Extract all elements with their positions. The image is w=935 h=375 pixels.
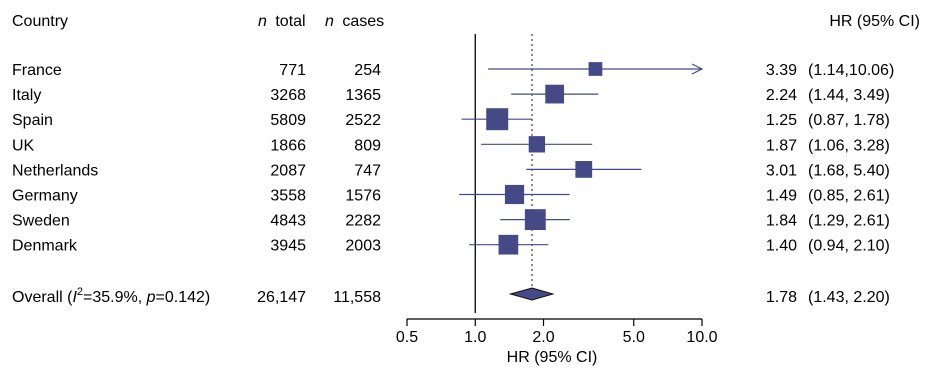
- x-axis-label: HR (95% CI): [507, 349, 598, 366]
- row-label-sweden: Sweden: [12, 213, 70, 230]
- row-hr-value: 1.25: [766, 112, 797, 129]
- header-country: Country: [12, 13, 68, 30]
- row-n-cases: 2522: [345, 112, 381, 129]
- overall-label-prefix: Overall (: [12, 289, 73, 306]
- row-n-cases: 809: [354, 137, 381, 154]
- column-headers: Country n total n cases HR (95% CI): [12, 13, 920, 30]
- row-labels: France 771 254 3.39 (1.14,10.06) Italy 3268 136…: [12, 62, 894, 255]
- overall-p-value: =0.142): [156, 289, 211, 306]
- row-ci-value: (0.85, 2.61): [808, 188, 890, 205]
- row-label-netherlands: Netherlands: [12, 162, 98, 179]
- point-estimate-marker: [504, 184, 525, 205]
- header-n-cases: n cases: [325, 13, 384, 30]
- row-n-cases: 2003: [345, 238, 381, 255]
- row-ci-value: (1.44, 3.49): [808, 87, 890, 104]
- point-estimate-marker: [545, 84, 565, 104]
- row-ci-value: (0.87, 1.78): [808, 112, 890, 129]
- row-n-cases: 1576: [345, 188, 381, 205]
- row-n-total: 771: [279, 62, 306, 79]
- row-hr-value: 1.84: [766, 213, 797, 230]
- row-label-uk: UK: [12, 137, 35, 154]
- x-tick-label: 10.0: [686, 329, 717, 346]
- overall-row: Overall (I2=35.9%, p=0.142) 26,147 11,55…: [12, 286, 890, 306]
- row-hr-value: 3.01: [766, 162, 797, 179]
- row-n-cases: 2282: [345, 213, 381, 230]
- row-label-france: France: [12, 62, 62, 79]
- header-n-cases-symbol: n: [325, 13, 334, 30]
- overall-n-cases: 11,558: [333, 289, 381, 306]
- row-ci-value: (1.14,10.06): [808, 62, 894, 79]
- row-label-germany: Germany: [12, 188, 78, 205]
- x-tick-label: 5.0: [623, 329, 645, 346]
- x-tick-label: 1.0: [464, 329, 486, 346]
- row-hr-value: 1.49: [766, 188, 797, 205]
- row-ci-value: (0.94, 2.10): [808, 238, 890, 255]
- row-n-cases: 747: [354, 162, 381, 179]
- header-n-total: n total: [258, 13, 306, 30]
- row-n-total: 3558: [270, 188, 306, 205]
- row-ci-value: (1.68, 5.40): [808, 162, 890, 179]
- overall-p-symbol: p: [146, 289, 156, 306]
- overall-n-total: 26,147: [257, 289, 306, 306]
- x-tick-label: 0.5: [396, 329, 418, 346]
- row-n-total: 1866: [270, 137, 306, 154]
- row-n-total: 2087: [270, 162, 306, 179]
- row-n-cases: 1365: [345, 87, 381, 104]
- point-estimate-marker: [498, 234, 519, 255]
- row-ci-value: (1.29, 2.61): [808, 213, 890, 230]
- row-hr-value: 1.40: [766, 238, 797, 255]
- header-hr-ci: HR (95% CI): [829, 13, 920, 30]
- point-estimate-marker: [524, 209, 546, 231]
- overall-i2-symbol: I: [72, 289, 77, 306]
- point-estimate-marker: [575, 161, 593, 178]
- overall-hr-value: 1.78: [766, 289, 797, 306]
- ci-arrow-icon: [691, 63, 704, 75]
- overall-diamond: [508, 287, 555, 301]
- x-axis: 0.5 1.0 2.0 5.0 10.0: [396, 318, 718, 346]
- row-ci-value: (1.06, 3.28): [808, 137, 890, 154]
- row-n-total: 3268: [270, 87, 306, 104]
- row-n-total: 3945: [270, 238, 306, 255]
- point-estimate-marker: [528, 136, 546, 153]
- row-label-spain: Spain: [12, 112, 53, 129]
- overall-i2-value: =35.9%,: [83, 289, 147, 306]
- x-tick-label: 2.0: [532, 329, 554, 346]
- row-n-total: 4843: [270, 213, 306, 230]
- header-n-total-text: total: [275, 13, 305, 30]
- row-label-italy: Italy: [12, 87, 41, 104]
- point-estimate-marker: [486, 108, 509, 131]
- header-n-total-symbol: n: [258, 13, 267, 30]
- overall-label: Overall (I2=35.9%, p=0.142): [12, 286, 210, 306]
- overall-i2-sup: 2: [77, 286, 83, 298]
- row-label-denmark: Denmark: [12, 238, 78, 255]
- row-hr-value: 1.87: [766, 137, 797, 154]
- row-n-cases: 254: [354, 62, 381, 79]
- overall-ci-value: (1.43, 2.20): [808, 289, 890, 306]
- row-n-total: 5809: [270, 112, 306, 129]
- point-estimate-marker: [588, 62, 603, 76]
- row-hr-value: 3.39: [766, 62, 797, 79]
- plot-area: [459, 34, 704, 313]
- row-hr-value: 2.24: [766, 87, 797, 104]
- header-n-cases-text: cases: [342, 13, 384, 30]
